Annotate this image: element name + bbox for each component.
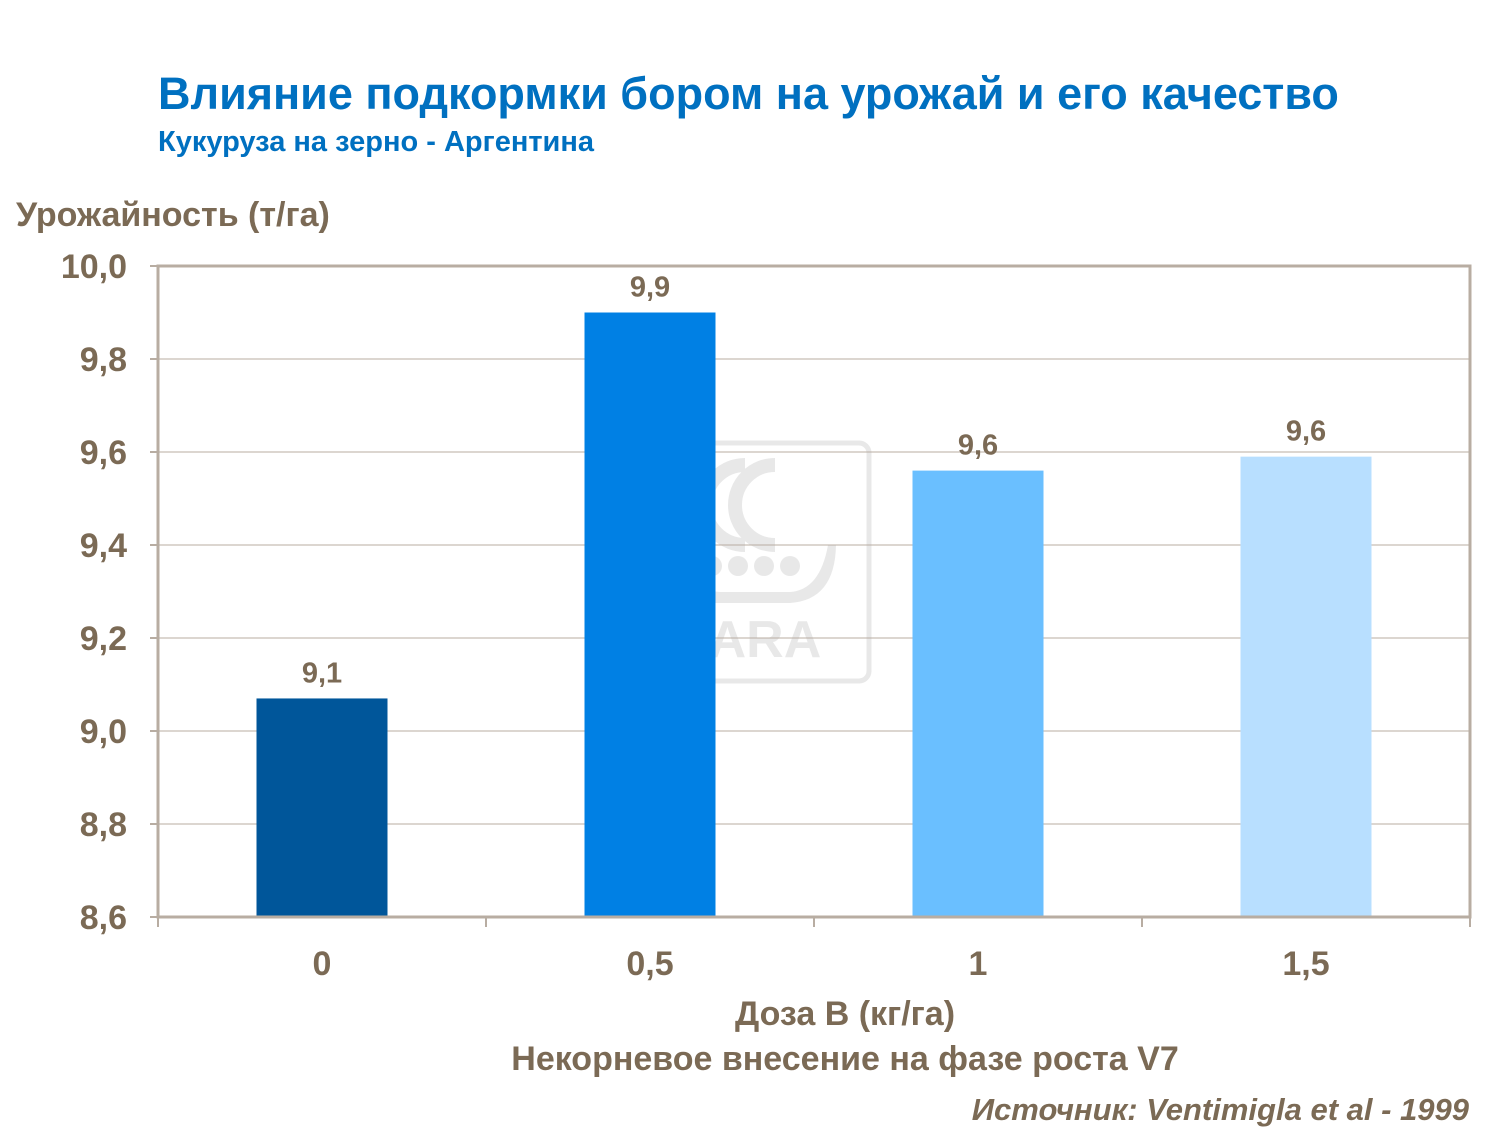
bar xyxy=(584,312,716,917)
bar xyxy=(1240,456,1372,917)
y-tick-label: 9,4 xyxy=(80,527,127,565)
x-axis-label: Доза B (кг/га) xyxy=(734,995,956,1033)
y-tick-label: 9,6 xyxy=(80,434,127,472)
data-label: 9,6 xyxy=(1286,416,1326,448)
bar xyxy=(912,470,1044,917)
x-tick-label: 0 xyxy=(313,945,332,983)
x-tick-label: 1 xyxy=(969,945,988,983)
bar xyxy=(256,698,388,917)
chart-subtitle: Кукуруза на зерно - Аргентина xyxy=(158,126,595,158)
plot-frame xyxy=(156,264,1472,919)
y-tick-label: 9,2 xyxy=(80,620,127,658)
chart-note: Некорневое внесение на фазе роста V7 xyxy=(511,1040,1179,1078)
y-tick-label: 8,6 xyxy=(80,899,127,937)
y-tick-label: 8,8 xyxy=(80,806,127,844)
data-label: 9,6 xyxy=(958,430,998,462)
data-label: 9,9 xyxy=(630,272,670,304)
y-tick-label: 9,8 xyxy=(80,341,127,379)
x-tick-label: 1,5 xyxy=(1282,945,1329,983)
x-tick-label: 0,5 xyxy=(626,945,673,983)
y-tick-label: 10,0 xyxy=(61,248,127,286)
data-label: 9,1 xyxy=(302,657,342,689)
chart-title: Влияние подкормки бором на урожай и его … xyxy=(158,68,1339,119)
y-tick-label: 9,0 xyxy=(80,713,127,751)
y-axis-label: Урожайность (т/га) xyxy=(16,196,330,234)
source-citation: Источник: Ventimigla et al - 1999 xyxy=(971,1092,1469,1127)
